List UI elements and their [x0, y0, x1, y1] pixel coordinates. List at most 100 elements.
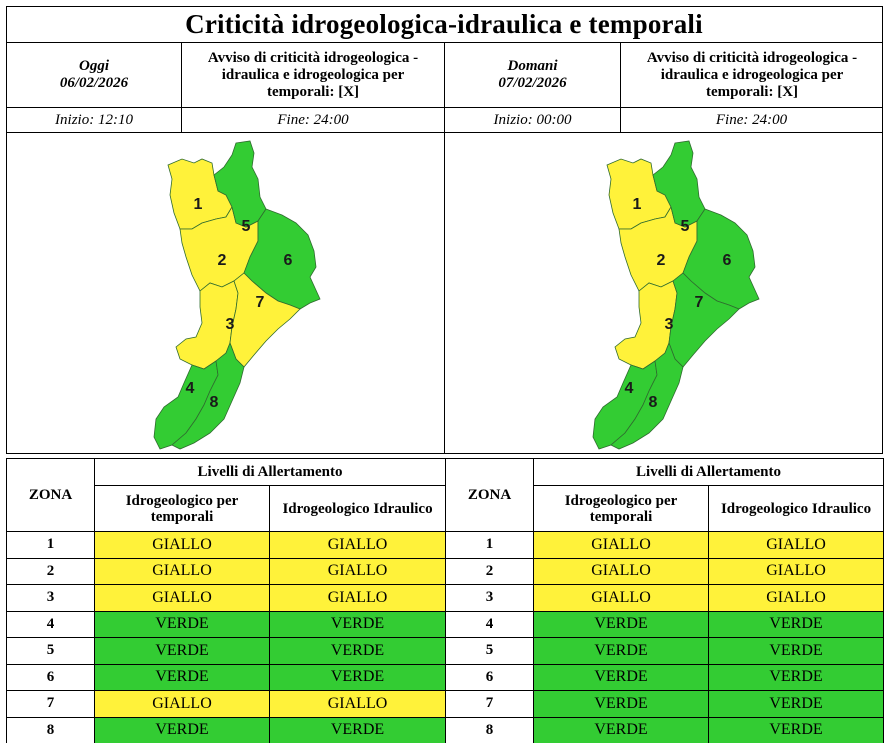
center-divider — [444, 42, 445, 454]
temporali-level-cell: GIALLO — [94, 584, 270, 612]
idraulico-header: Idrogeologico Idraulico — [707, 485, 885, 532]
table-row: 5 VERDE VERDE — [445, 637, 885, 665]
zona-cell: 6 — [6, 663, 95, 691]
idraulico-level-cell: VERDE — [707, 663, 885, 691]
map-zone-label-5: 5 — [681, 218, 690, 235]
table-row: 6 VERDE VERDE — [6, 663, 447, 691]
table-row: 2 GIALLO GIALLO — [6, 557, 447, 585]
idraulico-level-cell: GIALLO — [268, 531, 447, 559]
table-row: 2 GIALLO GIALLO — [445, 557, 885, 585]
tomorrow-inizio: Inizio: 00:00 — [493, 111, 572, 128]
zona-cell: 4 — [6, 610, 95, 638]
tomorrow-fine: Fine: 24:00 — [715, 111, 788, 128]
zona-cell: 5 — [6, 637, 95, 665]
zona-cell: 8 — [445, 716, 534, 743]
map-zone-label-4: 4 — [186, 380, 195, 397]
map-zone-label-2: 2 — [657, 252, 666, 269]
temporali-level-cell: VERDE — [533, 716, 709, 743]
tomorrow-avviso: Avviso di criticità idrogeologica - idra… — [646, 49, 858, 100]
today-inizio: Inizio: 12:10 — [55, 111, 133, 128]
temporali-level-cell: VERDE — [94, 663, 270, 691]
map-zone-7 — [668, 272, 740, 368]
map-zone-label-8: 8 — [649, 394, 658, 411]
map-zone-8 — [171, 341, 245, 450]
table-row: 4 VERDE VERDE — [445, 610, 885, 638]
livelli-header: Livelli di Allertamento — [93, 458, 447, 486]
temporali-level-cell: VERDE — [533, 637, 709, 665]
idraulico-level-cell: VERDE — [707, 690, 885, 718]
temporali-level-cell: GIALLO — [94, 690, 270, 718]
map-zone-label-7: 7 — [695, 294, 704, 311]
table-row: 7 GIALLO GIALLO — [6, 690, 447, 718]
map-zone-5 — [652, 140, 706, 228]
temporali-header: Idrogeologico per temporali — [94, 485, 270, 532]
map-zone-label-8: 8 — [210, 394, 219, 411]
today-day-label: Oggi — [79, 58, 109, 74]
map-zone-label-1: 1 — [194, 196, 203, 213]
map-zone-8 — [610, 341, 684, 450]
table-row: 5 VERDE VERDE — [6, 637, 447, 665]
idraulico-level-cell: VERDE — [268, 716, 447, 743]
temporali-level-cell: VERDE — [94, 637, 270, 665]
zona-cell: 2 — [6, 557, 95, 585]
zona-cell: 5 — [445, 637, 534, 665]
zona-cell: 2 — [445, 557, 534, 585]
idraulico-level-cell: GIALLO — [268, 690, 447, 718]
table-row: 3 GIALLO GIALLO — [445, 584, 885, 612]
zona-cell: 1 — [445, 531, 534, 559]
zona-header: ZONA — [6, 458, 95, 532]
tomorrow-date: 07/02/2026 — [498, 75, 567, 91]
map-zone-label-6: 6 — [723, 252, 732, 269]
map-zone-label-6: 6 — [284, 252, 293, 269]
table-row: 8 VERDE VERDE — [445, 716, 885, 743]
table-row: 1 GIALLO GIALLO — [6, 531, 447, 559]
idraulico-level-cell: GIALLO — [707, 531, 885, 559]
temporali-level-cell: GIALLO — [94, 557, 270, 585]
today-date: 06/02/2026 — [59, 75, 129, 91]
idraulico-level-cell: VERDE — [707, 716, 885, 743]
zona-cell: 7 — [445, 690, 534, 718]
zona-header: ZONA — [445, 458, 534, 532]
today-fine: Fine: 24:00 — [277, 111, 349, 128]
today-date-block: Oggi 06/02/2026 — [7, 43, 181, 107]
map-zone-label-1: 1 — [633, 196, 642, 213]
zona-cell: 6 — [445, 663, 534, 691]
table-row: 4 VERDE VERDE — [6, 610, 447, 638]
tomorrow-region-map: 1 2 3 4 5 6 7 8 — [592, 140, 760, 450]
today-avviso: Avviso di criticità idrogeologica - idra… — [207, 49, 419, 100]
temporali-level-cell: VERDE — [533, 610, 709, 638]
map-zone-label-3: 3 — [226, 316, 235, 333]
temporali-level-cell: VERDE — [94, 716, 270, 743]
today-alert-table: ZONA Livelli di Allertamento Idrogeologi… — [6, 458, 447, 743]
livelli-header: Livelli di Allertamento — [532, 458, 885, 486]
zona-cell: 3 — [6, 584, 95, 612]
table-row: 8 VERDE VERDE — [6, 716, 447, 743]
zona-cell: 7 — [6, 690, 95, 718]
temporali-level-cell: GIALLO — [533, 531, 709, 559]
map-zone-5 — [213, 140, 267, 228]
temporali-level-cell: VERDE — [533, 690, 709, 718]
idraulico-level-cell: VERDE — [268, 610, 447, 638]
today-info-divider — [181, 42, 182, 132]
zona-cell: 8 — [6, 716, 95, 743]
temporali-level-cell: VERDE — [94, 610, 270, 638]
zona-cell: 3 — [445, 584, 534, 612]
page-title: Criticità idrogeologica-idraulica e temp… — [185, 8, 703, 39]
zona-cell: 1 — [6, 531, 95, 559]
tomorrow-date-block: Domani 07/02/2026 — [445, 43, 620, 107]
idraulico-level-cell: GIALLO — [268, 584, 447, 612]
temporali-level-cell: GIALLO — [94, 531, 270, 559]
table-row: 7 VERDE VERDE — [445, 690, 885, 718]
idraulico-level-cell: VERDE — [707, 637, 885, 665]
idraulico-level-cell: GIALLO — [268, 557, 447, 585]
table-row: 6 VERDE VERDE — [445, 663, 885, 691]
temporali-level-cell: GIALLO — [533, 557, 709, 585]
map-zone-label-4: 4 — [625, 380, 634, 397]
idraulico-level-cell: VERDE — [268, 663, 447, 691]
tomorrow-day-label: Domani — [507, 58, 558, 74]
today-region-map: 1 2 3 4 5 6 7 8 — [153, 140, 321, 450]
map-zone-label-5: 5 — [242, 218, 251, 235]
idraulico-level-cell: GIALLO — [707, 557, 885, 585]
idraulico-level-cell: VERDE — [707, 610, 885, 638]
table-row: 1 GIALLO GIALLO — [445, 531, 885, 559]
